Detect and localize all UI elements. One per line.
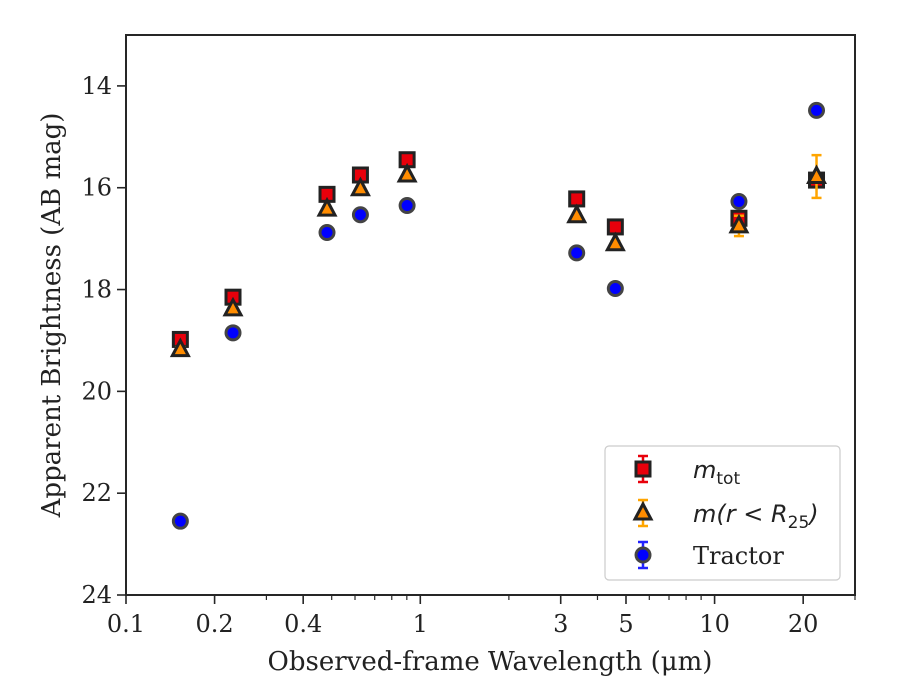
y-tick-label: 22 [81, 479, 112, 507]
legend-label: Tractor [693, 542, 784, 570]
legend-label-sub: tot [716, 469, 740, 489]
y-tick-label: 20 [81, 377, 112, 405]
data-point [808, 101, 826, 119]
legend-label-main: m [693, 456, 716, 484]
data-point [222, 296, 244, 317]
x-tick-label: 20 [788, 610, 819, 638]
legend-label-main: Tractor [693, 542, 784, 570]
x-tick-label: 10 [699, 610, 730, 638]
y-tick-label: 24 [81, 581, 112, 609]
data-point [566, 203, 588, 224]
legend-label-main: m(r < R [693, 500, 788, 528]
data-point [728, 213, 750, 234]
series-2 [171, 101, 826, 530]
legend-label-tail: ) [807, 500, 818, 528]
data-point [568, 244, 586, 262]
y-tick-label: 18 [81, 276, 112, 304]
data-point [224, 324, 242, 342]
data-point [349, 176, 371, 197]
x-axis-label: Observed-frame Wavelength (μm) [268, 647, 713, 677]
data-point [806, 164, 828, 185]
axes: 0.1 0.2 0.4 1 3 5 10 20 14 16 18 20 22 24 [81, 72, 856, 638]
legend-marker [634, 546, 652, 564]
y-tick-label: 16 [81, 174, 112, 202]
plot-frame [125, 34, 856, 596]
x-tick-label: 0.4 [284, 610, 322, 638]
legend-marker [632, 500, 654, 521]
legend-label: m(r < R25) [693, 500, 819, 533]
x-tick-label: 5 [618, 610, 633, 638]
data-point [730, 192, 748, 210]
x-tick-label: 0.2 [196, 610, 234, 638]
data-point [606, 280, 624, 298]
y-tick-label: 14 [81, 72, 112, 100]
data-point [604, 231, 626, 252]
data-point [316, 196, 338, 217]
y-axis-label: Apparent Brightness (AB mag) [37, 113, 67, 519]
legend-label: mtot [693, 456, 740, 489]
legend-box [604, 445, 841, 581]
data-marks [169, 101, 828, 530]
data-point [396, 162, 418, 183]
legend-marker [634, 460, 652, 478]
data-point [171, 512, 189, 530]
data-point [398, 197, 416, 215]
x-tick-label: 1 [413, 610, 428, 638]
legend: mtot m(r < R25) Tractor [604, 445, 841, 581]
x-tick-label: 0.1 [107, 610, 145, 638]
legend-label-sub: 25 [788, 513, 810, 533]
series-1 [169, 153, 828, 358]
data-point [169, 337, 191, 358]
x-tick-label: 3 [553, 610, 568, 638]
data-point [318, 224, 336, 242]
data-point [351, 206, 369, 224]
